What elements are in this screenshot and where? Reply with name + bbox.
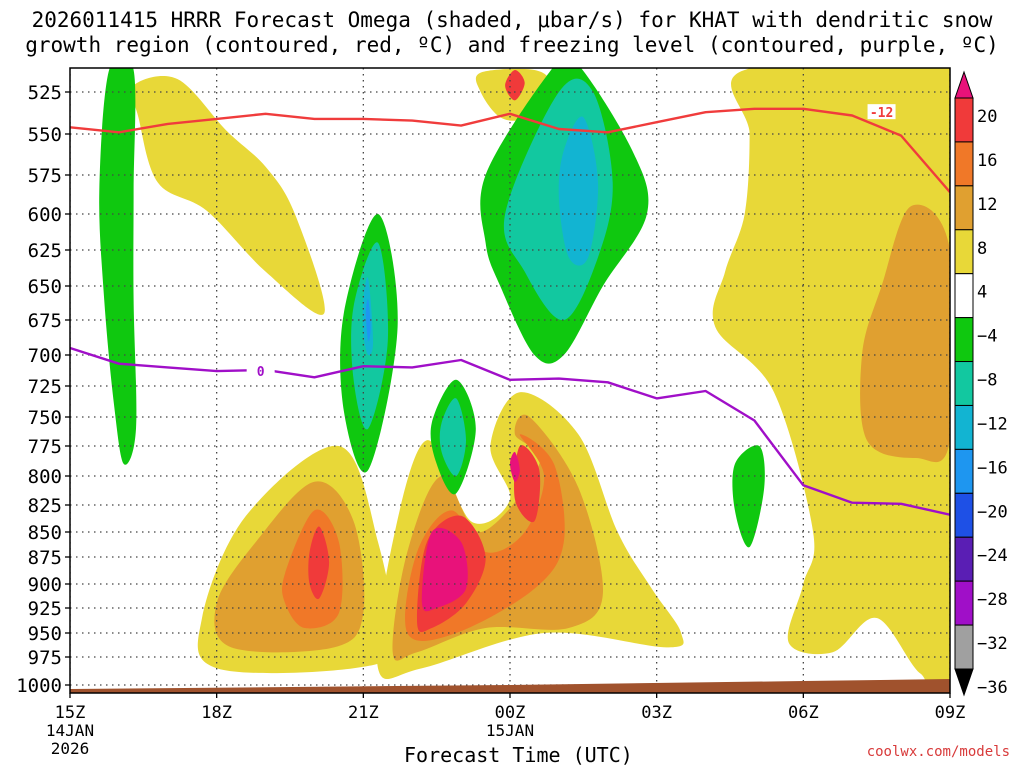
colorbar-swatch-10 — [954, 492, 974, 538]
colorbar-tick-label-11: −28 — [977, 590, 1008, 610]
omega-region-neg4-20 — [732, 445, 765, 548]
y-tick-label-650: 650 — [28, 276, 62, 298]
colorbar-tick-label-6: −8 — [977, 371, 997, 391]
colorbar-tick-label-0: 20 — [977, 107, 997, 127]
omega-region-neg16-26 — [365, 299, 371, 342]
contour-label-0: -12 — [870, 106, 893, 121]
omega-region-neg12-24 — [558, 116, 599, 266]
omega-region-pos16-12 — [308, 526, 330, 600]
omega-region-pos20-15 — [510, 451, 520, 482]
x-tick-label-09Z: 09Z — [935, 703, 966, 723]
y-tick-label-675: 675 — [28, 310, 62, 332]
colorbar-swatch-11 — [954, 536, 974, 582]
colorbar-tick-label-10: −24 — [977, 546, 1008, 566]
x-tick-label-15Z: 15Z — [55, 703, 86, 723]
y-tick-label-725: 725 — [28, 376, 62, 398]
colorbar-tick-label-9: −20 — [977, 502, 1008, 522]
y-tick-label-550: 550 — [28, 124, 62, 146]
contour-line-1 — [70, 346, 950, 516]
colorbar-tick-label-13: −36 — [977, 678, 1008, 698]
omega-region-neg8-22 — [439, 398, 466, 477]
colorbar-swatch-7 — [954, 361, 974, 406]
credit-text: coolwx.com/models — [866, 744, 1010, 760]
colorbar-tick-label-4: 4 — [977, 283, 987, 303]
colorbar-swatch-5 — [954, 273, 974, 319]
y-tick-label-700: 700 — [28, 345, 62, 367]
x-tick-label-21Z: 21Z — [348, 703, 379, 723]
y-tick-label-600: 600 — [28, 204, 62, 226]
contour-label-bg-1 — [246, 363, 275, 379]
contour-label-bg-0 — [867, 104, 896, 120]
colorbar-tick-label-1: 16 — [977, 151, 997, 171]
y-tick-label-775: 775 — [28, 436, 62, 458]
colorbar-tick-label-3: 8 — [977, 239, 987, 259]
colorbar-swatch-12 — [954, 580, 974, 626]
x-tick-year-15Z: 2026 — [51, 739, 90, 758]
colorbar-swatch-13 — [954, 624, 974, 670]
x-tick-label-18Z: 18Z — [201, 703, 232, 723]
colorbar-swatch-4 — [954, 229, 974, 275]
colorbar-swatch-8 — [954, 404, 974, 450]
plot-area: -12 0 — [70, 68, 950, 693]
y-tick-label-750: 750 — [28, 407, 62, 429]
omega-region-pos4-0 — [130, 75, 325, 315]
terrain-strip — [70, 679, 950, 693]
chart-title-line-2: growth region (contoured, red, ºC) and f… — [25, 33, 999, 57]
omega-region-pos16-11 — [514, 445, 541, 523]
contour-label-1: 0 — [257, 365, 265, 380]
y-tick-label-800: 800 — [28, 466, 62, 488]
omega-region-neg4-16 — [99, 68, 137, 465]
colorbar-tick-label-7: −12 — [977, 414, 1008, 434]
colorbar-swatch-1 — [954, 97, 974, 143]
omega-region-pos20-14 — [421, 527, 468, 612]
colorbar-top-arrow — [954, 70, 974, 99]
y-tick-label-975: 975 — [28, 647, 62, 669]
y-tick-label-825: 825 — [28, 495, 62, 517]
chart-title-line-1: 2026011415 HRRR Forecast Omega (shaded, … — [31, 8, 993, 32]
y-tick-label-950: 950 — [28, 623, 62, 645]
y-tick-label-875: 875 — [28, 547, 62, 569]
colorbar-bottom-arrow — [954, 668, 974, 697]
y-tick-label-900: 900 — [28, 574, 62, 596]
omega-region-pos8-7 — [860, 204, 950, 463]
colorbar-tick-label-2: 12 — [977, 195, 997, 215]
x-axis-label: Forecast Time (UTC) — [404, 743, 633, 767]
omega-region-pos4-4 — [712, 68, 950, 693]
colorbar-swatch-9 — [954, 448, 974, 494]
colorbar-swatch-6 — [954, 317, 974, 363]
colorbar-tick-label-12: −32 — [977, 634, 1008, 654]
y-tick-label-1000: 1000 — [16, 675, 62, 697]
x-tick-label-00Z: 00Z — [495, 703, 526, 723]
y-tick-label-625: 625 — [28, 240, 62, 262]
y-tick-label-575: 575 — [28, 165, 62, 187]
x-tick-label-06Z: 06Z — [788, 703, 819, 723]
y-tick-label-525: 525 — [28, 82, 62, 104]
x-tick-sublabel-15Z: 14JAN — [46, 721, 94, 740]
colorbar-swatch-3 — [954, 185, 974, 231]
colorbar-tick-label-8: −16 — [977, 458, 1008, 478]
colorbar-swatch-2 — [954, 141, 974, 187]
y-tick-label-850: 850 — [28, 522, 62, 544]
y-tick-label-925: 925 — [28, 598, 62, 620]
x-tick-label-03Z: 03Z — [641, 703, 672, 723]
contour-line-0 — [70, 107, 950, 193]
x-tick-sublabel-00Z: 15JAN — [486, 721, 534, 740]
colorbar-tick-label-5: −4 — [977, 327, 997, 347]
